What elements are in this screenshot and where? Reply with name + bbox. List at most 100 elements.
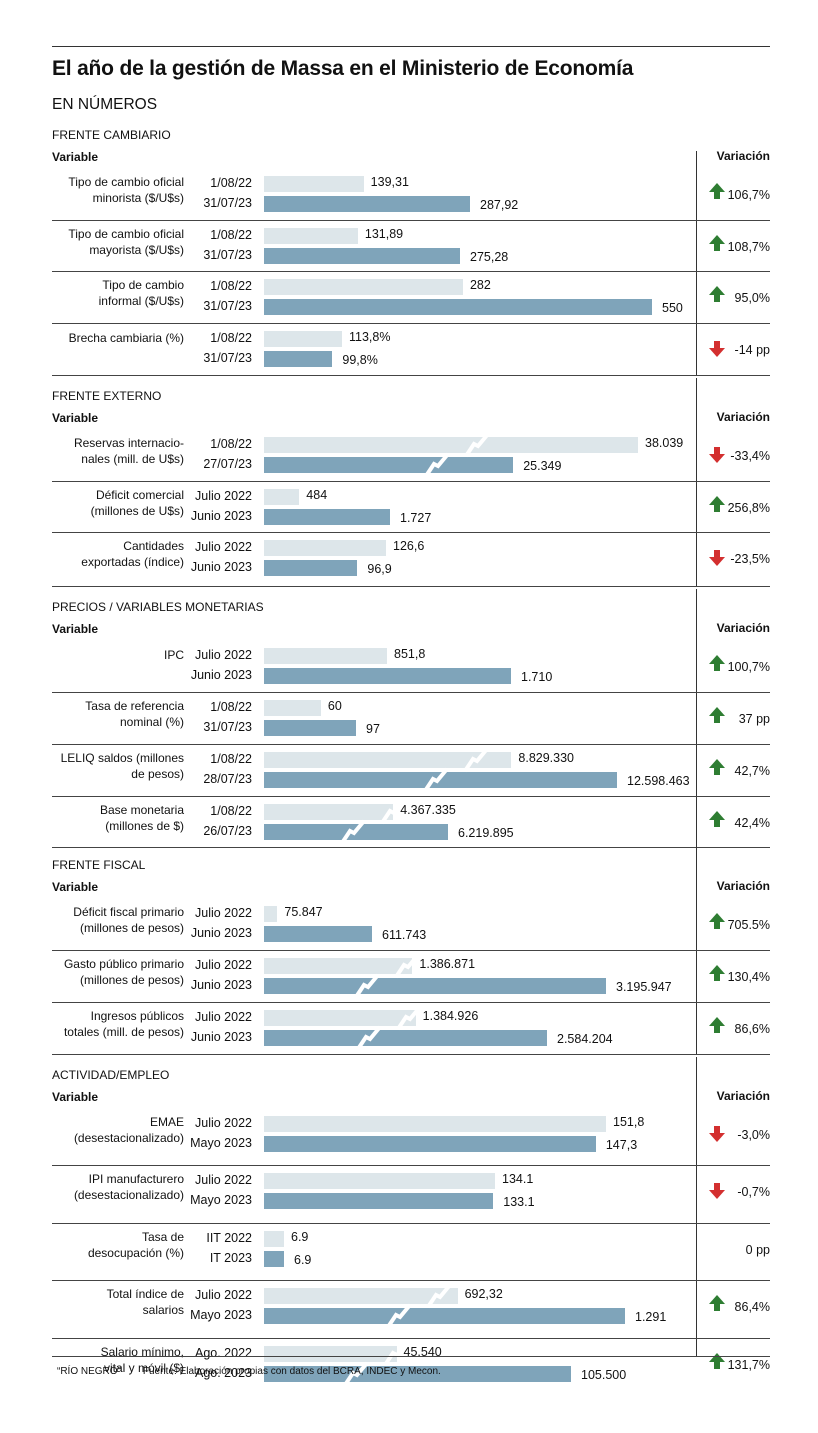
- value-current: 105.500: [581, 1367, 627, 1382]
- current-date: Junio 2023: [190, 978, 252, 992]
- arrow-up-icon: [709, 286, 725, 303]
- section-title: ACTIVIDAD/EMPLEO: [52, 1068, 170, 1082]
- row-label: IPC: [163, 648, 184, 662]
- previous-date: Julio 2022: [195, 1116, 252, 1130]
- value-current: 99,8%: [342, 352, 378, 367]
- previous-date: Julio 2022: [195, 1288, 252, 1303]
- bar-current: [264, 196, 470, 212]
- arrow-down-icon: [709, 1126, 725, 1142]
- row-label: nominal (%): [119, 715, 184, 729]
- row-label: Reservas internacio-: [73, 436, 184, 450]
- row-label: Base monetaria: [99, 803, 184, 817]
- row-label: Total índice de: [106, 1287, 184, 1302]
- value-previous: 113,8%: [349, 329, 391, 344]
- value-current: 147,3: [605, 1138, 638, 1152]
- value-current: 97: [366, 722, 380, 736]
- bar-current: [264, 560, 358, 577]
- footer-source: Fuente: Elaboración propias con datos de…: [142, 1366, 441, 1377]
- arrow-down-icon: [709, 550, 725, 567]
- value-previous: 75.847: [284, 905, 323, 919]
- arrow-up-icon: [709, 183, 725, 199]
- row-label: LELIQ saldos (millones: [60, 751, 184, 765]
- row-separator: [52, 1356, 770, 1357]
- variation-value: 95,0%: [734, 291, 770, 306]
- current-date: Junio 2023: [190, 508, 252, 523]
- current-date: 31/07/23: [203, 720, 252, 734]
- row-separator: [52, 586, 770, 587]
- current-date: Junio 2023: [190, 668, 252, 682]
- bar-previous: [264, 540, 386, 557]
- row-separator: [52, 532, 770, 533]
- current-date: Mayo 2023: [190, 1193, 252, 1208]
- row-separator: [52, 692, 770, 693]
- value-current: 3.195.947: [616, 980, 672, 994]
- row-label: Tipo de cambio oficial: [68, 226, 184, 241]
- variable-column-header: Variable: [52, 622, 99, 636]
- bar-current: [264, 1193, 494, 1210]
- value-previous: 8.829.330: [518, 751, 574, 765]
- value-current: 25.349: [523, 459, 562, 473]
- bar-previous: [264, 804, 394, 820]
- variable-column-header: Variable: [52, 411, 99, 425]
- variation-value: 106,7%: [727, 188, 770, 202]
- value-current: 133.1: [503, 1195, 535, 1210]
- variation-value: 100,7%: [727, 660, 770, 674]
- bar-previous: [264, 700, 321, 716]
- variation-value: -3,0%: [737, 1128, 770, 1142]
- arrow-up-icon: [709, 913, 725, 929]
- value-previous: 282: [469, 278, 491, 293]
- row-separator: [52, 847, 770, 848]
- previous-date: Julio 2022: [195, 958, 252, 972]
- previous-date: Julio 2022: [195, 648, 252, 662]
- variation-value: 86,4%: [734, 1300, 770, 1315]
- value-previous: 134.1: [502, 1172, 534, 1187]
- previous-date: 1/08/22: [210, 437, 252, 451]
- bar-previous: [264, 1345, 397, 1362]
- row-label: Salario mínimo,: [100, 1344, 184, 1359]
- current-date: 31/07/23: [203, 299, 252, 314]
- bar-current: [264, 926, 372, 942]
- previous-date: 1/08/22: [210, 804, 252, 818]
- arrow-down-icon: [709, 1183, 725, 1200]
- row-label: minorista ($/U$s): [92, 191, 184, 205]
- row-label: mayorista ($/U$s): [89, 242, 184, 257]
- row-label: IPI manufacturero: [88, 1172, 184, 1187]
- current-date: 28/07/23: [203, 772, 252, 786]
- current-date: Junio 2023: [190, 560, 252, 575]
- bar-previous: [264, 279, 463, 296]
- row-label: vital y móvil ($): [103, 1360, 184, 1375]
- row-label: Cantidades: [123, 539, 184, 554]
- variacion-column-header: Variación: [716, 410, 770, 424]
- row-label: (desestacionalizado): [73, 1188, 184, 1203]
- bar-previous: [264, 176, 364, 192]
- row-separator: [52, 744, 770, 745]
- arrow-up-icon: [709, 965, 725, 981]
- current-date: Mayo 2023: [190, 1136, 252, 1150]
- bar-previous: [264, 488, 300, 505]
- bar-current: [264, 1250, 284, 1267]
- row-label: Tipo de cambio oficial: [68, 175, 184, 189]
- bar-previous: [264, 1116, 606, 1132]
- value-current: 550: [662, 301, 683, 316]
- arrow-up-icon: [709, 655, 725, 671]
- row-separator: [52, 1002, 770, 1003]
- bar-previous: [264, 1010, 416, 1026]
- row-separator: [52, 1338, 770, 1339]
- variation-value: 42,4%: [734, 816, 770, 830]
- row-label: Brecha cambiaria (%): [68, 330, 184, 345]
- row-label: salarios: [142, 1303, 184, 1318]
- arrow-up-icon: [709, 495, 725, 512]
- current-date: 31/07/23: [203, 196, 252, 210]
- arrow-up-icon: [709, 811, 725, 827]
- previous-date: IIT 2022: [206, 1230, 252, 1245]
- section-title: FRENTE EXTERNO: [52, 389, 162, 403]
- section-title: FRENTE FISCAL: [52, 858, 146, 872]
- section-title: PRECIOS / VARIABLES MONETARIAS: [52, 600, 264, 614]
- arrow-down-icon: [709, 340, 725, 357]
- arrow-up-icon: [709, 234, 725, 251]
- variation-value: 705.5%: [727, 918, 770, 932]
- row-separator: [52, 1223, 770, 1224]
- bar-current: [264, 668, 511, 684]
- value-previous: 151,8: [613, 1115, 645, 1129]
- bar-previous: [264, 437, 638, 453]
